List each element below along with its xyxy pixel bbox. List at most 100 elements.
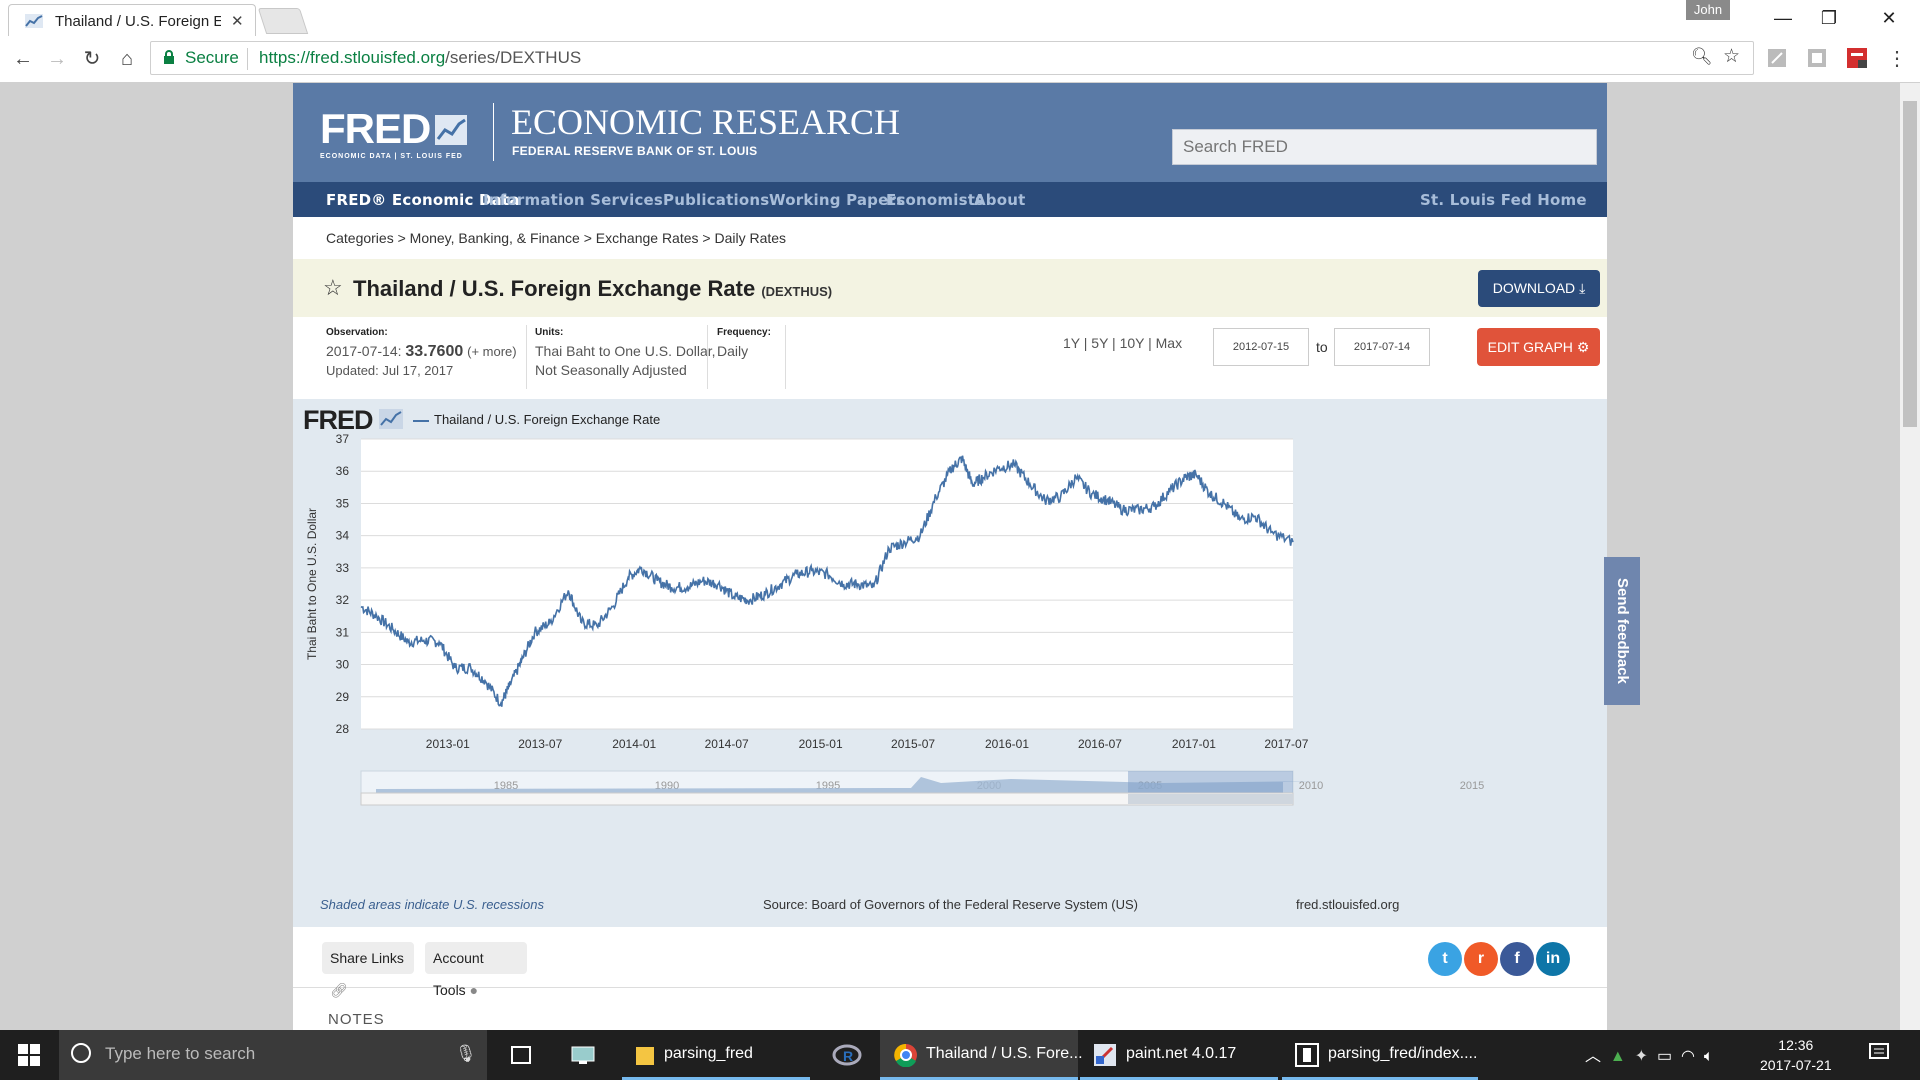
microphone-icon[interactable]: 🎙︎ [455,1044,477,1063]
x-tick-label: 2014-01 [612,737,656,751]
address-bar[interactable]: Secure https://fred.stlouisfed.org/serie… [150,41,1754,75]
units-block: Units: Thai Baht to One U.S. Dollar, Not… [535,327,716,380]
header-title: ECONOMIC RESEARCH [511,102,901,142]
remote-desktop-icon[interactable] [570,1043,596,1067]
plot-area [361,439,1293,729]
y-tick-label: 36 [336,464,350,478]
main-nav: FRED® Economic Data Information Services… [293,182,1607,217]
back-icon[interactable]: ← [13,48,33,70]
chart-legend: Thailand / U.S. Foreign Exchange Rate [413,412,660,427]
download-button[interactable]: DOWNLOAD ⤓ [1478,270,1600,307]
taskbar-search[interactable]: Type here to search 🎙︎ [59,1030,487,1080]
y-tick-label: 31 [336,625,350,639]
chrome-icon [894,1043,917,1067]
scrollbar-thumb[interactable] [1903,101,1917,427]
wifi-icon[interactable]: ◠ [1680,1048,1695,1065]
system-tray[interactable]: ︿ ▲ ✦ ▭ ◠ 🔈︎ [1585,1042,1713,1066]
clock-date: 2017-07-21 [1760,1057,1832,1073]
gear-icon: ⚙ [1576,339,1590,355]
legend-line [413,419,429,422]
date-from-input[interactable]: 2012-07-15 [1213,328,1309,366]
forward-icon[interactable]: → [47,48,67,70]
zoom-icon[interactable]: 🔍︎ [1691,47,1713,66]
send-feedback-tab[interactable]: Send feedback [1604,557,1640,705]
taskbar-app-paintnet[interactable]: paint.net 4.0.17 [1080,1030,1278,1080]
legend-label: Thailand / U.S. Foreign Exchange Rate [434,412,661,427]
windows-start-icon[interactable] [18,1044,40,1066]
menu-kebab-icon[interactable]: ⋮ [1887,48,1907,70]
fred-url-text: fred.stlouisfed.org [1296,897,1400,912]
profile-button[interactable]: John [1686,0,1730,20]
taskbar-app-label: parsing_fred/index.... [1328,1045,1478,1062]
updated-text: Updated: Jul 17, 2017 [326,363,454,378]
taskbar-search-placeholder: Type here to search [105,1044,256,1063]
close-tab-icon[interactable]: ✕ [231,13,244,30]
clock[interactable]: 12:36 2017-07-21 [1760,1035,1832,1075]
fred-logo[interactable]: FRED ECONOMIC DATA | ST. LOUIS FED [320,105,467,160]
nav-about[interactable]: About [974,191,1026,209]
taskbar-app-chrome[interactable]: Thailand / U.S. Fore... [880,1030,1083,1080]
twitter-icon[interactable]: t [1428,942,1462,976]
tab-title: Thailand / U.S. Foreign E [55,13,221,30]
page-title: Thailand / U.S. Foreign Exchange Rate (D… [353,276,832,302]
extension-pen-icon[interactable] [1766,47,1788,69]
linkedin-icon[interactable]: in [1536,942,1570,976]
range-selector[interactable]: 1Y | 5Y | 10Y | Max [1063,335,1183,351]
nav-fred-economic-data[interactable]: FRED® Economic Data [326,191,520,209]
reload-icon[interactable]: ↻ [83,48,101,70]
nav-working-papers[interactable]: Working Papers [769,191,906,209]
r-icon[interactable]: R [832,1043,862,1067]
taskbar-app-editor[interactable]: parsing_fred/index.... [1282,1030,1478,1080]
extension-grey-icon[interactable] [1806,47,1828,69]
nav-economists[interactable]: Economists [886,191,985,209]
fred-logo-chart-icon [434,115,467,145]
extension-red-icon[interactable] [1846,47,1868,69]
page-scrollbar[interactable] [1900,83,1920,1030]
close-window-icon[interactable]: ✕ [1881,8,1897,28]
user-icon: ● [469,982,479,998]
browser-tab[interactable]: Thailand / U.S. Foreign E ✕ [8,4,256,36]
bookmark-star-icon[interactable]: ☆ [1723,46,1741,67]
breadcrumb[interactable]: Categories > Money, Banking, & Finance >… [326,230,787,246]
x-tick-label: 2016-01 [985,737,1029,751]
y-tick-label: 29 [336,690,350,704]
nav-publications[interactable]: Publications [663,191,770,209]
account-tools-label: Account Tools [433,950,484,998]
account-tools-button[interactable]: Account Tools ● [425,942,527,998]
observation-more-link[interactable]: (+ more) [467,344,517,359]
url-path: /series/DEXTHUS [445,48,582,67]
battery-icon[interactable]: ▭ [1656,1048,1673,1065]
google-drive-icon[interactable]: ▲ [1609,1048,1626,1065]
dropbox-icon[interactable]: ✦ [1634,1048,1649,1065]
cortana-icon [71,1043,91,1063]
share-links-button[interactable]: Share Links 🔗︎ [322,942,414,998]
edit-graph-button[interactable]: EDIT GRAPH ⚙ [1477,328,1600,366]
search-input[interactable] [1172,129,1597,165]
restore-icon[interactable]: ❐ [1820,8,1838,28]
graph-logo-chart-icon [379,409,404,429]
url-text[interactable]: https://fred.stlouisfed.org/series/DEXTH… [259,48,581,68]
minimize-icon[interactable]: — [1774,8,1792,28]
facebook-icon[interactable]: f [1500,942,1534,976]
chart[interactable]: 28 29 30 31 32 33 34 35 36 37 2013-01 2013-07 2014-0… [293,427,1607,889]
volume-icon[interactable]: 🔈︎ [1703,1048,1714,1065]
frequency-value: Daily [717,343,749,359]
favorite-star-icon[interactable]: ☆ [323,275,343,300]
taskbar-app-parsing-fred[interactable]: parsing_fred [622,1030,810,1080]
nav-information-services[interactable]: Information Services [483,191,664,209]
link-icon: 🔗︎ [330,982,348,998]
date-to-input[interactable]: 2017-07-14 [1334,328,1430,366]
fred-logo-text: FRED [320,105,431,152]
notification-icon[interactable] [1868,1042,1890,1064]
reddit-icon[interactable]: r [1464,942,1498,976]
units-label: Units: [535,327,564,338]
new-tab-button[interactable] [257,8,309,34]
home-icon[interactable]: ⌂ [120,48,134,70]
navigator-series [376,777,1321,793]
chevron-up-icon[interactable]: ︿ [1585,1048,1602,1065]
nav-st-louis-fed-home[interactable]: St. Louis Fed Home [1420,191,1587,209]
taskbar-app-label: Thailand / U.S. Fore... [926,1045,1083,1062]
y-tick-label: 34 [336,529,350,543]
browser-tabstrip: Thailand / U.S. Foreign E ✕ John — ❐ ✕ [0,0,1920,36]
task-view-icon[interactable] [508,1043,534,1067]
